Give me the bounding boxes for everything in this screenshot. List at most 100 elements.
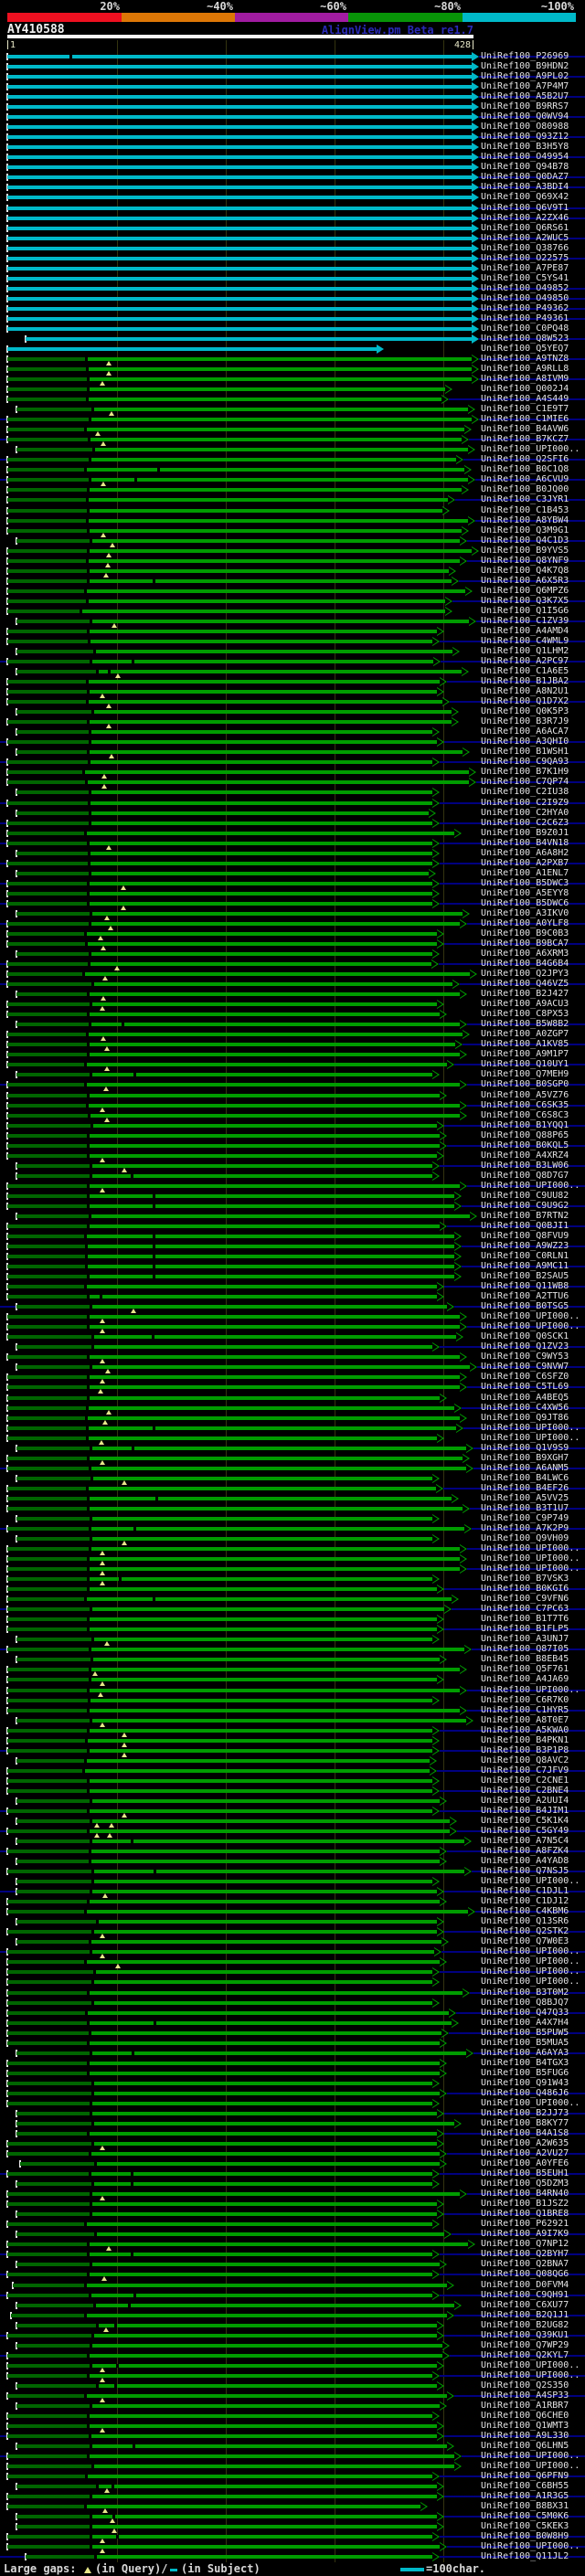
hit-row[interactable]: UniRef100_Q2JPY3 [0, 969, 585, 981]
alignment-bar[interactable] [7, 2021, 452, 2025]
hit-label[interactable]: UniRef100_B9BCA7 [481, 938, 569, 949]
hit-label[interactable]: UniRef100_A5VZ76 [481, 1090, 569, 1100]
hit-label[interactable]: UniRef100_B4PKN1 [481, 1735, 569, 1745]
hit-label[interactable]: UniRef100_UPI000.. [481, 2370, 580, 2380]
hit-row[interactable]: UniRef100_B9Z0J1 [0, 828, 585, 838]
alignment-bar[interactable] [7, 2475, 432, 2478]
alignment-bar[interactable] [16, 952, 432, 956]
hit-row[interactable]: UniRef100_A3UNJ7 [0, 1634, 585, 1646]
hit-label[interactable]: UniRef100_B7VSK3 [481, 1574, 569, 1584]
alignment-bar[interactable] [7, 317, 472, 321]
hit-label[interactable]: UniRef100_A4AMD4 [481, 626, 569, 636]
alignment-bar[interactable] [7, 1416, 460, 1420]
alignment-bar[interactable] [7, 1527, 464, 1531]
hit-label[interactable]: UniRef100_B3T0M2 [481, 1988, 569, 1998]
hit-row[interactable]: UniRef100_UPI000.. [0, 1876, 585, 1886]
alignment-bar[interactable] [16, 408, 468, 411]
alignment-bar[interactable] [16, 992, 460, 996]
alignment-bar[interactable] [16, 2122, 454, 2125]
hit-row[interactable]: UniRef100_A7PE87 [0, 263, 585, 273]
alignment-bar[interactable] [16, 539, 460, 543]
hit-row[interactable]: UniRef100_A4JA69 [0, 1674, 585, 1686]
hit-row[interactable]: UniRef100_C9QA93 [0, 757, 585, 767]
hit-label[interactable]: UniRef100_Q38766 [481, 243, 569, 253]
alignment-bar[interactable] [16, 1799, 440, 1803]
hit-label[interactable]: UniRef100_Q11JL2 [481, 2551, 569, 2561]
alignment-bar[interactable] [7, 55, 472, 58]
hit-label[interactable]: UniRef100_Q486J6 [481, 2088, 569, 2098]
hit-row[interactable]: UniRef100_UPI000.. [0, 2360, 585, 2372]
alignment-bar[interactable] [7, 1043, 455, 1046]
hit-label[interactable]: UniRef100_C2HYA0 [481, 808, 569, 818]
alignment-bar[interactable] [7, 660, 433, 663]
alignment-bar[interactable] [7, 1426, 456, 1430]
hit-label[interactable]: UniRef100_A8FZK4 [481, 1846, 569, 1856]
hit-row[interactable]: UniRef100_B1JSZ2 [0, 2199, 585, 2209]
hit-row[interactable]: UniRef100_A3IKV0 [0, 908, 585, 920]
hit-row[interactable]: UniRef100_Q6LHN5 [0, 2441, 585, 2451]
hit-row[interactable]: UniRef100_B4JIM1 [0, 1806, 585, 1818]
hit-row[interactable]: UniRef100_UPI000.. [0, 2370, 585, 2382]
alignment-bar[interactable] [7, 237, 472, 240]
alignment-bar[interactable] [7, 1235, 454, 1238]
alignment-bar[interactable] [7, 287, 472, 291]
hit-label[interactable]: UniRef100_B3P1P8 [481, 1745, 569, 1755]
hit-label[interactable]: UniRef100_A9PL02 [481, 71, 569, 81]
hit-label[interactable]: UniRef100_A7N5C4 [481, 1836, 569, 1846]
alignment-bar[interactable] [7, 922, 460, 926]
hit-label[interactable]: UniRef100_O49850 [481, 293, 569, 303]
hit-row[interactable]: UniRef100_A9L330 [0, 2431, 585, 2441]
hit-label[interactable]: UniRef100_C1DJ12 [481, 1896, 569, 1906]
hit-row[interactable]: UniRef100_Q08QG6 [0, 2269, 585, 2281]
alignment-bar[interactable] [16, 1880, 432, 1883]
hit-label[interactable]: UniRef100_A3QHI0 [481, 737, 569, 747]
alignment-bar[interactable] [7, 1850, 440, 1853]
hit-label[interactable]: UniRef100_C1HYR5 [481, 1705, 569, 1715]
hit-row[interactable]: UniRef100_A6ACA7 [0, 726, 585, 737]
alignment-bar[interactable] [7, 509, 442, 513]
hit-row[interactable]: UniRef100_C6BH55 [0, 2481, 585, 2493]
hit-label[interactable]: UniRef100_B5MUA5 [481, 2038, 569, 2048]
hit-row[interactable]: UniRef100_P62921 [0, 2219, 585, 2229]
alignment-bar[interactable] [7, 1507, 463, 1511]
alignment-bar[interactable] [7, 832, 454, 835]
alignment-bar[interactable] [7, 75, 472, 79]
hit-label[interactable]: UniRef100_UPI000.. [481, 1966, 580, 1977]
hit-label[interactable]: UniRef100_Q11WB8 [481, 1281, 569, 1291]
alignment-bar[interactable] [7, 2294, 432, 2297]
alignment-bar[interactable] [7, 1557, 460, 1561]
alignment-bar[interactable] [7, 277, 472, 281]
hit-row[interactable]: UniRef100_A2PC97 [0, 656, 585, 666]
hit-row[interactable]: UniRef100_A9I7K9 [0, 2229, 585, 2239]
hit-row[interactable]: UniRef100_Q8W523 [0, 334, 585, 344]
hit-row[interactable]: UniRef100_Q1LHM2 [0, 646, 585, 656]
hit-row[interactable]: UniRef100_A9ACU3 [0, 999, 585, 1011]
alignment-bar[interactable] [7, 186, 472, 189]
hit-row[interactable]: UniRef100_A2W635 [0, 2138, 585, 2150]
hit-row[interactable]: UniRef100_B0W8H9 [0, 2531, 585, 2543]
hit-label[interactable]: UniRef100_Q8AVC2 [481, 1755, 569, 1765]
alignment-bar[interactable] [16, 811, 429, 815]
alignment-bar[interactable] [16, 2212, 437, 2216]
alignment-bar[interactable] [16, 730, 432, 734]
hit-row[interactable]: UniRef100_A6CVU9 [0, 474, 585, 486]
alignment-bar[interactable] [7, 1668, 460, 1671]
hit-row[interactable]: UniRef100_A6ANM5 [0, 1463, 585, 1473]
alignment-bar[interactable] [7, 2222, 432, 2226]
alignment-bar[interactable] [7, 1053, 460, 1056]
alignment-bar[interactable] [7, 1577, 432, 1581]
hit-row[interactable]: UniRef100_C3JYR1 [0, 494, 585, 504]
hit-label[interactable]: UniRef100_A5KWA0 [481, 1725, 569, 1735]
hit-row[interactable]: UniRef100_C0RLN1 [0, 1251, 585, 1261]
hit-row[interactable]: UniRef100_A4YAD8 [0, 1856, 585, 1866]
hit-row[interactable]: UniRef100_A0YFE6 [0, 2158, 585, 2168]
alignment-bar[interactable] [7, 2102, 432, 2105]
hit-row[interactable]: UniRef100_A6AYA3 [0, 2048, 585, 2058]
hit-label[interactable]: UniRef100_Q10UY1 [481, 1059, 569, 1069]
hit-row[interactable]: UniRef100_B7VSK3 [0, 1574, 585, 1585]
hit-label[interactable]: UniRef100_A9TNZ8 [481, 354, 569, 364]
hit-label[interactable]: UniRef100_A3BDI4 [481, 182, 569, 192]
hit-row[interactable]: UniRef100_C1DJ12 [0, 1896, 585, 1906]
hit-row[interactable]: UniRef100_UPI000.. [0, 2541, 585, 2553]
hit-label[interactable]: UniRef100_A6CVU9 [481, 474, 569, 484]
